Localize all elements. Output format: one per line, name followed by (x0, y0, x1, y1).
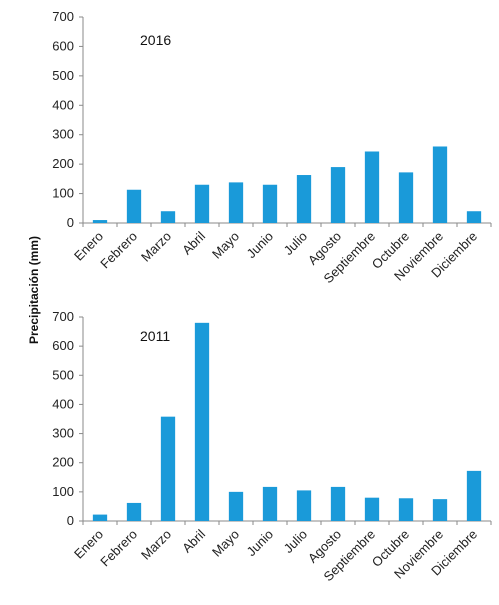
bar-enero (92, 514, 108, 521)
bar-febrero (126, 189, 142, 223)
x-tick-label: Febrero (97, 527, 140, 570)
x-tick-label: Mayo (209, 527, 242, 560)
x-tick-label: Julio (281, 527, 311, 557)
y-tick-label: 700 (52, 9, 74, 24)
y-tick-label: 0 (67, 215, 74, 230)
bar-julio (296, 490, 312, 521)
x-tick-label: Junio (244, 527, 277, 560)
y-tick-label: 200 (52, 156, 74, 171)
bar-febrero (126, 502, 142, 521)
y-tick-label: 500 (52, 68, 74, 83)
bar-agosto (330, 486, 346, 521)
y-tick-label: 700 (52, 309, 74, 324)
bar-enero (92, 220, 108, 223)
y-axis-label: Precipitación (mm) (27, 236, 41, 344)
x-tick-label: Febrero (97, 229, 140, 272)
y-tick-label: 100 (52, 186, 74, 201)
x-tick-label: Marzo (138, 229, 174, 265)
y-tick-label: 200 (52, 455, 74, 470)
y-tick-label: 100 (52, 484, 74, 499)
bar-abril (194, 322, 210, 521)
bar-noviembre (432, 146, 448, 223)
bar-diciembre (466, 211, 482, 223)
bar-noviembre (432, 499, 448, 521)
bar-octubre (398, 172, 414, 223)
bar-octubre (398, 498, 414, 521)
bar-junio (262, 486, 278, 521)
y-tick-label: 300 (52, 426, 74, 441)
y-tick-label: 600 (52, 338, 74, 353)
x-tick-label: Marzo (138, 527, 174, 563)
y-tick-label: 0 (67, 513, 74, 528)
chart-title: 2016 (140, 32, 171, 48)
bar-mayo (228, 491, 244, 521)
x-tick-label: Julio (281, 229, 311, 259)
x-tick-label: Abril (179, 228, 208, 257)
x-tick-label: Junio (244, 229, 277, 262)
bar-mayo (228, 182, 244, 223)
bar-agosto (330, 167, 346, 223)
y-tick-label: 500 (52, 367, 74, 382)
bar-diciembre (466, 470, 482, 521)
bar-julio (296, 175, 312, 223)
y-tick-label: 600 (52, 38, 74, 53)
y-tick-label: 400 (52, 396, 74, 411)
bar-marzo (160, 211, 176, 223)
chart-title: 2011 (140, 328, 170, 344)
bar-junio (262, 184, 278, 223)
x-tick-label: Mayo (209, 229, 242, 262)
bar-septiembre (364, 497, 380, 521)
y-tick-label: 300 (52, 127, 74, 142)
bar-abril (194, 184, 210, 223)
y-tick-label: 400 (52, 97, 74, 112)
x-tick-label: Abril (179, 526, 208, 555)
bar-marzo (160, 416, 176, 521)
bar-septiembre (364, 151, 380, 223)
